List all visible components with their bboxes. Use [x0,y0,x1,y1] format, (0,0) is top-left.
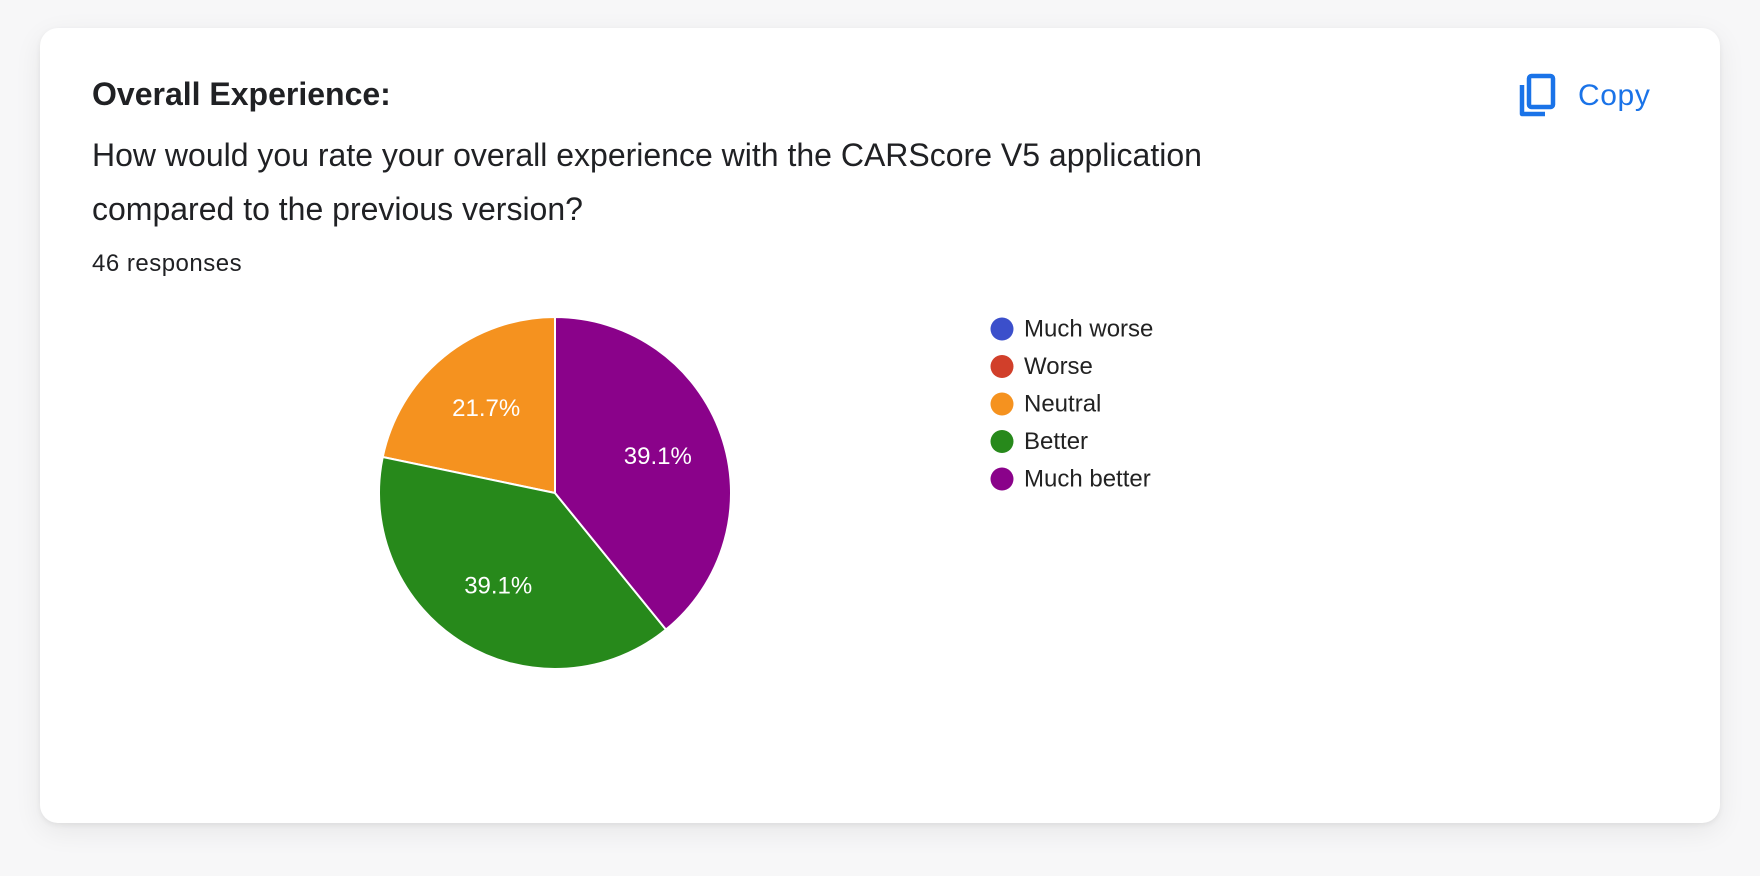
legend-swatch-better [990,430,1014,453]
legend-swatch-worse [990,355,1014,378]
copy-icon [1519,73,1556,117]
legend-swatch-much-better [990,467,1014,491]
copy-button[interactable]: Copy [1514,68,1650,124]
slice-label-better: 39.1% [464,573,532,600]
slice-label-neutral: 21.7% [452,395,520,422]
question-card: Overall Experience: How would you rate y… [40,28,1720,823]
legend-label-worse[interactable]: Worse [1024,353,1093,380]
slice-label-much-better: 39.1% [624,443,692,470]
legend-label-neutral[interactable]: Neutral [1024,391,1101,418]
legend-label-much-worse[interactable]: Much worse [1024,316,1153,343]
legend-label-much-better[interactable]: Much better [1024,466,1151,493]
legend-label-better[interactable]: Better [1024,428,1088,455]
copy-label: Copy [1578,79,1651,112]
response-count: 46 responses [92,250,243,277]
legend-swatch-neutral [990,392,1014,416]
question-text: How would you rate your overall experien… [92,137,1202,227]
pie-slice-neutral [381,315,556,495]
pie-slice-better [378,455,668,670]
pie-slice-much-better [554,315,732,631]
question-title: Overall Experience: [92,76,391,112]
legend-swatch-much-worse [990,317,1014,341]
